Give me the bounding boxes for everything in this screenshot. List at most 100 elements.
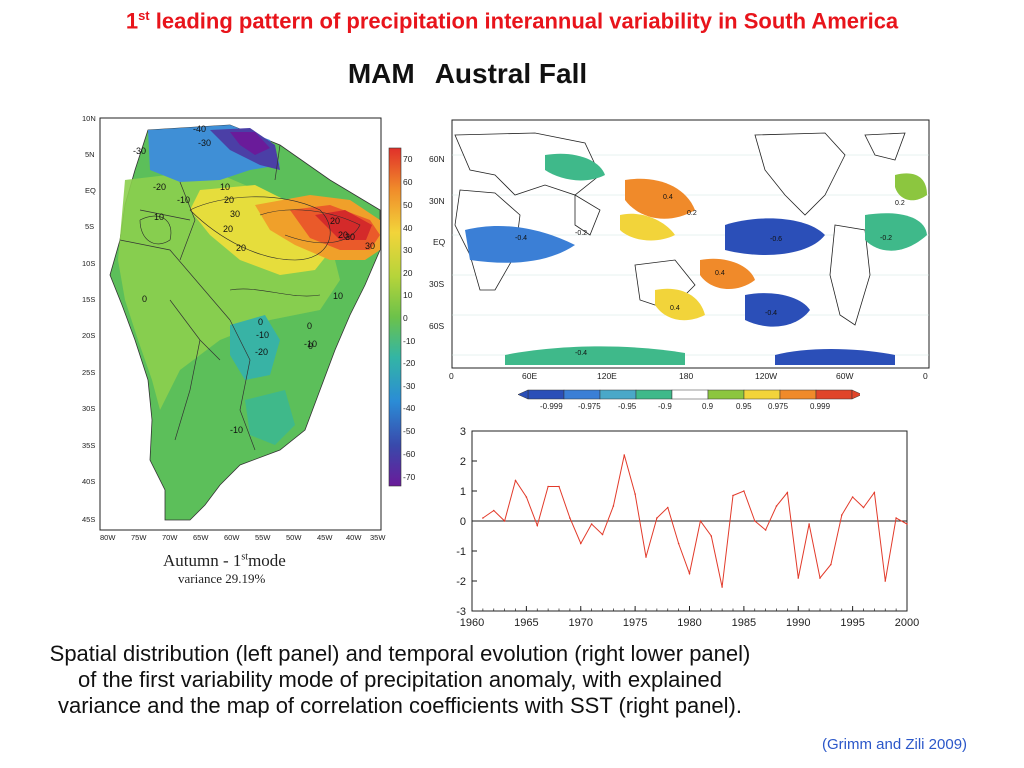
contour-label: 20 — [236, 243, 246, 253]
y-tick-label: 3 — [460, 426, 466, 438]
x-tick-label: 1995 — [840, 617, 864, 629]
contour-label: 0 — [142, 294, 147, 304]
data-point — [601, 533, 604, 536]
contour-label: -20 — [255, 347, 268, 357]
lon-label: 50W — [286, 533, 302, 542]
citation: (Grimm and Zili 2009) — [822, 736, 968, 753]
colorbar-label: -30 — [403, 381, 416, 391]
sst-colorbar: -0.999 -0.975 -0.95 -0.9 0.9 0.95 0.975 … — [517, 389, 860, 411]
y-tick-label: -2 — [456, 576, 466, 588]
sst-contour-label: 0.2 — [895, 200, 905, 207]
data-point — [579, 542, 582, 545]
contour-label: 10 — [220, 182, 230, 192]
slide-subtitle: MAM Austral Fall — [0, 58, 935, 90]
sst-lon-label: 0 — [449, 371, 454, 381]
colorbar-label: -10 — [403, 336, 416, 346]
colorbar-label: -70 — [403, 472, 416, 482]
data-point — [851, 496, 854, 498]
colorbar-label: -60 — [403, 449, 416, 459]
lon-label: 45W — [317, 533, 333, 542]
data-point — [764, 529, 767, 531]
sst-colorbar-label: -0.975 — [578, 402, 601, 411]
contour-label: 0 — [307, 321, 312, 331]
contour-label: -30 — [198, 138, 211, 148]
lat-label: 30S — [82, 404, 95, 413]
subtitle-season: MAM — [347, 58, 415, 89]
contour-label: -40 — [193, 124, 206, 134]
contour-label: 20 — [223, 224, 233, 234]
colorbar-label: -50 — [403, 426, 416, 436]
lon-label: 60W — [224, 533, 240, 542]
data-point — [547, 485, 549, 488]
y-tick-label: 2 — [460, 456, 466, 468]
lat-label: 5N — [85, 150, 95, 159]
sst-lat-label: EQ — [433, 237, 446, 247]
sst-contour-label: 0.2 — [687, 210, 697, 217]
x-tick-label: 1975 — [623, 617, 647, 629]
contour-label: 20 — [338, 230, 348, 240]
lon-label: 65W — [193, 533, 209, 542]
data-point — [677, 542, 680, 545]
data-point — [775, 505, 778, 507]
data-point — [503, 520, 506, 522]
data-point — [482, 517, 484, 519]
sst-colorbar-block — [563, 389, 601, 400]
sst-colorbar-block — [599, 389, 637, 400]
data-point — [569, 517, 571, 519]
sst-contour-label: -0.2 — [880, 235, 892, 242]
sst-colorbar-block — [815, 389, 853, 400]
contour-label: 0 — [258, 317, 263, 327]
data-point — [786, 491, 789, 494]
x-tick-label: 1965 — [514, 617, 538, 629]
sst-contour-label: -0.4 — [765, 310, 777, 317]
lon-label: 40W — [346, 533, 362, 542]
contour-label: 10 — [154, 212, 164, 222]
sst-colorbar-block — [779, 389, 817, 400]
sst-colorbar-block — [743, 389, 781, 400]
slide-title: 1st leading pattern of precipitation int… — [0, 8, 1024, 34]
sst-contour-label: 0.4 — [663, 194, 673, 201]
contour-label: 20 — [224, 195, 234, 205]
data-point — [721, 586, 723, 588]
sst-contour-label: -0.4 — [515, 235, 527, 242]
sst-correlation-map: 60N 30N EQ 30S 60S 0 60E 120E 180 120W 6… — [429, 119, 930, 381]
sst-colorbar-block — [635, 389, 673, 400]
y-tick-label: -3 — [456, 606, 466, 618]
sst-lat-label: 60S — [429, 321, 444, 331]
map-caption-sup: st — [241, 551, 249, 563]
x-tick-label: 1985 — [732, 617, 756, 629]
contour-label: -10 — [230, 425, 243, 435]
contour-label: 10 — [333, 291, 343, 301]
lat-label: 10S — [82, 259, 95, 268]
contour-label: -20 — [153, 182, 166, 192]
data-point — [590, 523, 593, 525]
subtitle-label: Austral Fall — [434, 58, 588, 89]
lat-label: 10N — [82, 114, 96, 123]
contour-label: 20 — [330, 216, 340, 226]
lat-label: 40S — [82, 477, 95, 486]
contour-label: 30 — [365, 241, 375, 251]
sst-lon-label: 60W — [836, 371, 853, 381]
lon-label: 35W — [370, 533, 386, 542]
lon-label: 75W — [131, 533, 147, 542]
colorbar-label: 30 — [403, 245, 413, 255]
data-point — [895, 517, 897, 519]
data-point — [873, 491, 876, 494]
data-point — [688, 572, 691, 575]
data-point — [666, 506, 669, 509]
x-tick-label: 1970 — [569, 617, 593, 629]
lat-label: 35S — [82, 441, 95, 450]
sst-contour-label: -0.6 — [770, 236, 782, 243]
x-tick-label: 1980 — [677, 617, 701, 629]
precip-colorbar — [388, 147, 402, 487]
sst-lat-label: 30S — [429, 279, 444, 289]
sst-lon-label: 120W — [755, 371, 777, 381]
sst-contour-label: -0.2 — [575, 230, 587, 237]
data-point — [840, 514, 843, 516]
data-point — [645, 556, 647, 558]
colorbar-label: 40 — [403, 223, 413, 233]
sst-lon-label: 0 — [923, 371, 928, 381]
lon-label: 70W — [162, 533, 178, 542]
sst-lon-label: 180 — [679, 371, 693, 381]
